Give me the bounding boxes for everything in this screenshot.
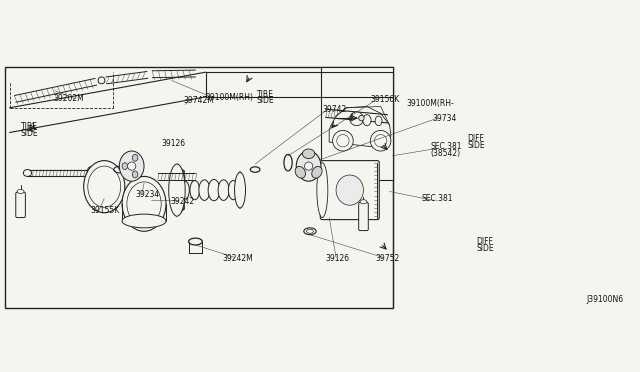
Text: TIRE: TIRE (257, 90, 274, 99)
Ellipse shape (122, 176, 166, 231)
Text: TIRE: TIRE (20, 122, 38, 131)
Ellipse shape (312, 166, 322, 178)
Ellipse shape (228, 180, 238, 200)
Ellipse shape (23, 170, 31, 176)
Polygon shape (329, 106, 391, 148)
FancyBboxPatch shape (358, 202, 368, 231)
Ellipse shape (363, 115, 371, 126)
Text: 39126: 39126 (326, 254, 350, 263)
Text: 39234: 39234 (136, 190, 160, 199)
Ellipse shape (305, 162, 313, 170)
Ellipse shape (375, 116, 382, 126)
FancyBboxPatch shape (320, 161, 380, 219)
Text: SIDE: SIDE (257, 96, 274, 105)
Ellipse shape (87, 167, 94, 179)
Text: 39242M: 39242M (223, 254, 253, 263)
Ellipse shape (84, 161, 125, 213)
Ellipse shape (218, 180, 229, 201)
Ellipse shape (350, 112, 364, 126)
Ellipse shape (199, 180, 210, 201)
Ellipse shape (122, 163, 127, 170)
Ellipse shape (317, 163, 328, 218)
Ellipse shape (132, 154, 138, 161)
FancyBboxPatch shape (16, 192, 26, 218)
Ellipse shape (307, 229, 314, 233)
Ellipse shape (337, 135, 349, 147)
Text: SEC.381: SEC.381 (430, 142, 461, 151)
Ellipse shape (360, 200, 367, 204)
Bar (321, 67, 393, 180)
Text: SIDE: SIDE (20, 129, 38, 138)
Ellipse shape (333, 131, 353, 151)
Text: DIFF: DIFF (468, 134, 484, 143)
Text: (38542): (38542) (430, 149, 460, 158)
Ellipse shape (127, 182, 161, 226)
Ellipse shape (371, 131, 391, 151)
Ellipse shape (17, 189, 24, 193)
Ellipse shape (358, 115, 364, 121)
Ellipse shape (169, 164, 185, 216)
Text: SIDE: SIDE (468, 141, 485, 150)
Bar (6, 67, 393, 308)
Text: DIFF: DIFF (477, 237, 493, 246)
Ellipse shape (234, 172, 246, 208)
Text: 39734: 39734 (432, 113, 456, 123)
Text: 39202M: 39202M (54, 94, 84, 103)
Text: 39155K: 39155K (90, 206, 120, 215)
Ellipse shape (374, 135, 387, 147)
Ellipse shape (127, 162, 136, 170)
Ellipse shape (336, 175, 364, 205)
Text: 39100M(RH): 39100M(RH) (205, 93, 253, 102)
Text: 39742M: 39742M (183, 96, 214, 105)
Text: 39742: 39742 (323, 105, 347, 114)
Ellipse shape (119, 151, 144, 181)
Text: 39100M(RH-: 39100M(RH- (406, 99, 454, 108)
Ellipse shape (181, 181, 189, 199)
Ellipse shape (208, 179, 220, 201)
Text: J39100N6: J39100N6 (586, 295, 623, 304)
Text: SIDE: SIDE (477, 244, 494, 253)
Text: 39752: 39752 (376, 254, 400, 263)
Ellipse shape (88, 166, 121, 207)
Text: SEC.381: SEC.381 (422, 194, 453, 203)
Text: 39242: 39242 (170, 197, 194, 206)
Ellipse shape (132, 171, 138, 178)
Text: 39126: 39126 (161, 139, 186, 148)
Ellipse shape (122, 214, 166, 228)
Ellipse shape (296, 151, 321, 181)
Ellipse shape (190, 180, 200, 200)
Ellipse shape (98, 77, 105, 84)
Ellipse shape (303, 149, 315, 158)
Text: 39156K: 39156K (371, 95, 399, 104)
Ellipse shape (295, 166, 305, 178)
Ellipse shape (304, 228, 316, 235)
